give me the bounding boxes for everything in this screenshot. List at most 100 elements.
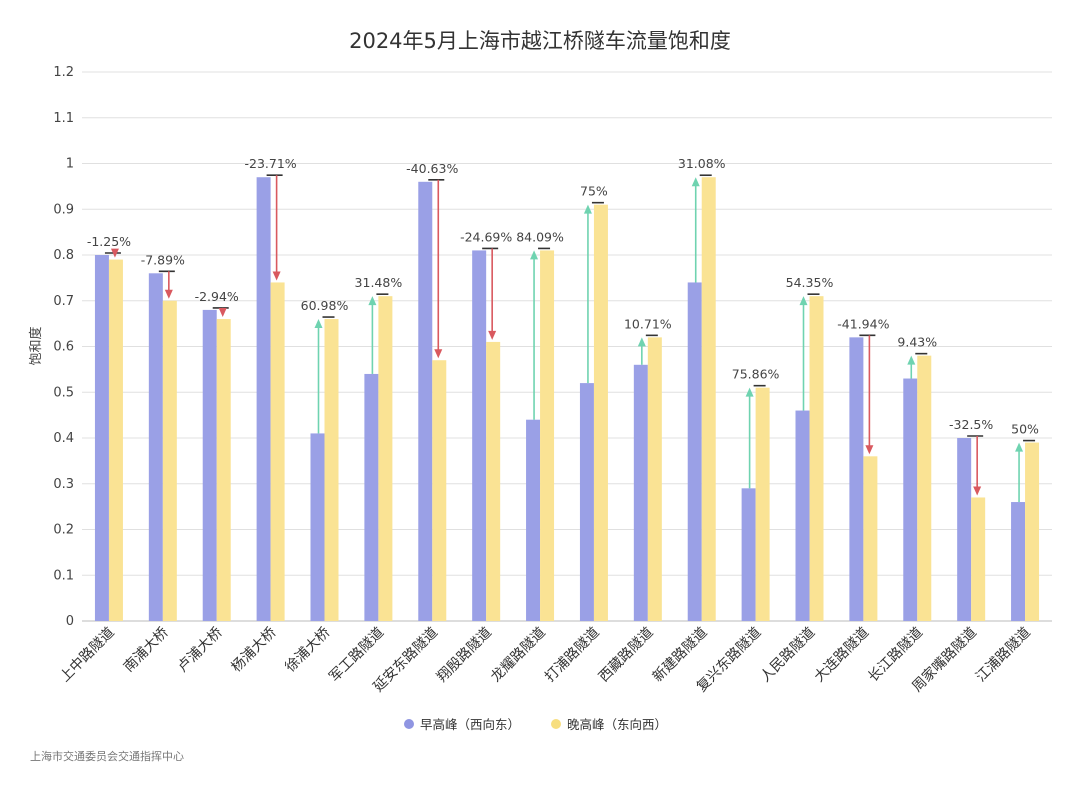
change-arrow-head — [583, 204, 592, 214]
x-tick-label: 南浦大桥 — [121, 625, 172, 676]
x-tick-label: 杨浦大桥 — [229, 625, 280, 676]
bar-morning — [957, 438, 972, 621]
bar-evening — [971, 497, 986, 621]
change-label: 84.09% — [516, 229, 564, 244]
legend-swatch-morning — [404, 719, 414, 729]
bar-evening — [540, 250, 555, 622]
chart-title: 2024年5月上海市越江桥隧车流量饱和度 — [349, 29, 731, 53]
change-arrow-head — [637, 337, 646, 347]
change-arrow-head — [907, 355, 916, 365]
x-tick-label: 大连路隧道 — [811, 625, 872, 686]
y-tick-label: 0.6 — [53, 340, 74, 355]
legend-label-morning: 早高峰（西向东） — [420, 717, 520, 732]
change-arrow-head — [488, 330, 497, 340]
legend-swatch-evening — [551, 719, 561, 729]
category-labels: 上中路隧道 南浦大桥 卢浦大桥 杨浦大桥 徐浦大桥军工路隧道延安东路隧道翔殷路隧道龙耀路… — [57, 624, 1034, 695]
y-tick-label: 1.1 — [53, 111, 74, 126]
x-tick-label: 卢浦大桥 — [175, 625, 226, 676]
change-arrow-head — [973, 486, 982, 496]
y-tick-label: 0.8 — [53, 248, 74, 263]
grid-layer — [82, 71, 1052, 622]
bar-morning — [202, 309, 217, 621]
bar-morning — [418, 181, 433, 622]
change-label: -32.5% — [949, 417, 993, 432]
x-tick-label: 打浦路隧道 — [541, 624, 603, 686]
bar-morning — [795, 410, 810, 621]
bar-evening — [593, 204, 608, 622]
bar-morning — [633, 364, 648, 621]
change-label: -41.94% — [837, 316, 889, 331]
change-label: 31.08% — [678, 156, 726, 171]
bar-evening — [216, 319, 231, 621]
y-tick-label: 0.5 — [53, 385, 74, 400]
y-tick-label: 1.2 — [53, 65, 74, 80]
y-tick-label: 0.4 — [53, 431, 74, 446]
change-arrow-head — [434, 349, 443, 359]
bar-evening — [1025, 442, 1040, 621]
bar-evening — [270, 282, 285, 621]
change-arrow-head — [1015, 442, 1024, 452]
bar-evening — [701, 177, 716, 621]
change-label: -23.71% — [245, 156, 297, 171]
y-tick-label: 0.9 — [53, 202, 74, 217]
bar-evening — [917, 355, 932, 621]
y-tick-labels: 0 0.1 0.2 0.3 0.4 0.5 0.6 0.7 0.8 0.9 1 1.1 1.2 — [53, 65, 74, 629]
change-label: 75% — [580, 184, 608, 199]
x-tick-label: 徐浦大桥 — [282, 625, 333, 676]
legend-label-evening: 晚高峰（东向西） — [567, 717, 667, 732]
bar-evening — [378, 296, 393, 621]
change-label: -24.69% — [460, 229, 512, 244]
bar-morning — [526, 419, 541, 621]
change-arrow-head — [865, 445, 874, 455]
change-arrow-head — [368, 296, 377, 306]
change-label: -40.63% — [406, 161, 458, 176]
change-arrow-head — [799, 296, 808, 306]
bar-morning — [1011, 502, 1026, 621]
change-label: -7.89% — [141, 252, 185, 267]
y-tick-label: 0 — [66, 614, 74, 629]
bar-morning — [94, 255, 109, 621]
bar-evening — [486, 341, 501, 621]
change-arrow-head — [164, 289, 173, 299]
change-arrows — [104, 174, 1036, 503]
x-tick-label: 西藏路隧道 — [596, 625, 657, 686]
change-label: -1.25% — [87, 234, 131, 249]
bar-morning — [579, 383, 594, 621]
bar-morning — [148, 273, 163, 621]
bar-layer — [94, 177, 1040, 622]
y-axis-label: 饱和度 — [28, 326, 44, 365]
change-arrow-head — [314, 319, 323, 329]
bar-morning — [903, 378, 918, 621]
change-arrow-head — [110, 248, 119, 258]
change-label: 75.86% — [732, 367, 780, 382]
change-arrow-head — [530, 250, 539, 260]
source-note: 上海市交通委员会交通指挥中心 — [30, 749, 184, 763]
x-tick-label: 翔殷路隧道 — [434, 625, 495, 686]
change-label: 54.35% — [786, 275, 834, 290]
y-tick-label: 0.2 — [53, 523, 74, 538]
bar-morning — [849, 337, 864, 621]
bar-evening — [863, 456, 878, 621]
change-label: 31.48% — [355, 275, 403, 290]
bar-evening — [809, 296, 824, 621]
x-tick-label: 人民路隧道 — [758, 625, 819, 686]
bar-morning — [741, 488, 756, 621]
y-tick-label: 0.3 — [53, 477, 74, 492]
change-label: 10.71% — [624, 316, 672, 331]
x-tick-label: 龙耀路隧道 — [488, 625, 549, 686]
change-arrow-head — [218, 308, 227, 318]
bar-evening — [108, 259, 123, 621]
change-label: 60.98% — [301, 298, 349, 313]
change-labels: -1.25% -7.89% -2.94% -23.71% 60.98% 31.48% -40… — [87, 156, 1039, 436]
change-arrow-head — [691, 177, 700, 187]
bar-evening — [647, 337, 662, 621]
legend: 早高峰（西向东） 晚高峰（东向西） — [404, 717, 667, 732]
bar-morning — [364, 373, 379, 621]
change-arrow-head — [272, 271, 281, 281]
x-tick-label: 上中路隧道 — [57, 625, 118, 686]
bar-evening — [324, 319, 339, 621]
change-arrow-head — [745, 387, 754, 397]
bar-morning — [310, 433, 325, 621]
